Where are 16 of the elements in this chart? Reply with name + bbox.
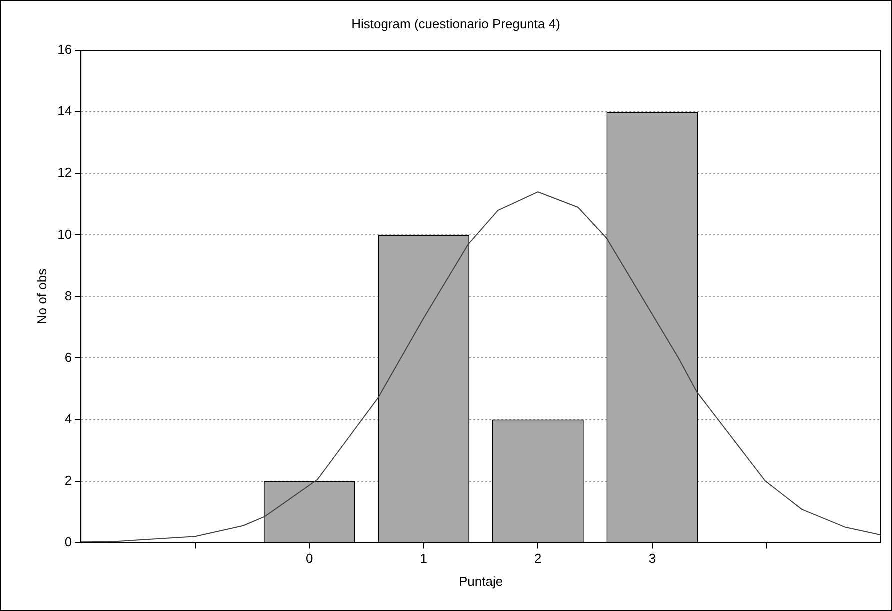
y-tick-label: 0 (64, 534, 72, 550)
y-tick-label: 2 (64, 472, 72, 488)
x-tick-label: 2 (534, 551, 542, 566)
y-tick-label: 14 (58, 104, 72, 119)
y-tick-label: 16 (58, 42, 72, 58)
x-tick-label: 1 (420, 551, 428, 566)
x-tick-label: 3 (648, 551, 656, 566)
y-tick-label: 10 (58, 226, 72, 242)
y-tick-label: 8 (64, 288, 72, 304)
y-tick-label: 6 (64, 350, 72, 365)
y-tick-label: 12 (58, 165, 72, 180)
chart-title: Histogram (cuestionario Pregunta 4) (352, 16, 560, 32)
y-tick-label: 4 (64, 411, 72, 426)
y-axis-title: No of obs (34, 268, 50, 325)
x-axis-title: Puntaje (458, 574, 504, 589)
x-tick-label: 0 (306, 551, 314, 566)
